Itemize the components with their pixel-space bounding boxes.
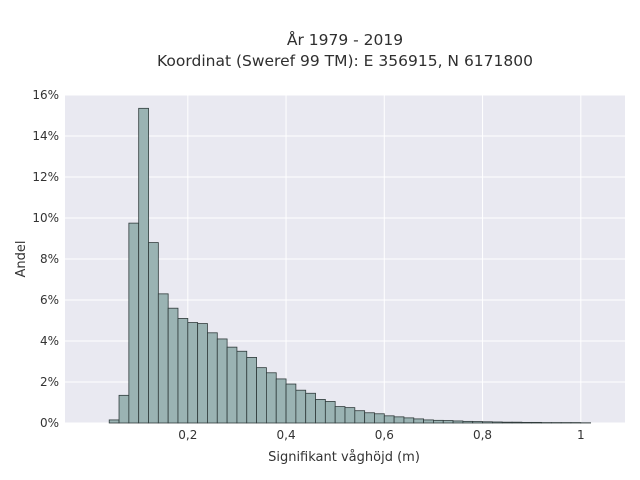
histogram-bar-29 [393, 416, 405, 424]
x-tick-label-3: 0,8 [473, 428, 492, 442]
chart-subtitle: Koordinat (Sweref 99 TM): E 356915, N 61… [157, 52, 533, 70]
histogram-bar-19 [295, 389, 307, 424]
histogram-bar-22 [324, 401, 336, 424]
y-axis-label: Andel [14, 241, 29, 278]
histogram-bar-36 [462, 420, 474, 424]
histogram-bar-21 [315, 399, 326, 424]
histogram-bar-31 [413, 418, 424, 424]
histogram-bar-3 [138, 107, 149, 424]
histogram-bar-17 [275, 378, 287, 424]
histogram-bar-9 [197, 323, 208, 424]
y-tick-label-0: 0% [40, 416, 59, 430]
histogram-bar-37 [472, 421, 483, 424]
histogram-bar-33 [433, 419, 444, 424]
histogram-bar-27 [374, 413, 385, 424]
y-tick-label-8: 16% [32, 88, 59, 102]
histogram-bar-39 [491, 421, 503, 424]
histogram-bar-18 [285, 383, 297, 424]
histogram-bar-24 [344, 407, 356, 424]
x-axis-ticks: 0,2 0,4 0,6 0,8 1 [178, 428, 584, 442]
histogram-bar-20 [305, 392, 316, 424]
histogram-bar-4 [148, 242, 159, 424]
histogram-bar-7 [177, 318, 189, 424]
histogram-bar-13 [236, 350, 248, 424]
y-tick-label-4: 8% [40, 252, 59, 266]
histogram-bar-35 [452, 420, 464, 424]
histogram-bar-34 [442, 420, 454, 424]
histogram-bar-41 [511, 421, 523, 424]
histogram-bar-42 [521, 421, 533, 424]
y-tick-label-1: 2% [40, 375, 59, 389]
y-tick-label-5: 10% [32, 211, 59, 225]
histogram-bar-38 [482, 421, 493, 424]
chart-title: År 1979 - 2019 [287, 30, 403, 49]
histogram-bar-43 [531, 421, 542, 424]
bars [108, 107, 592, 424]
histogram-bar-1 [118, 394, 130, 424]
y-axis-ticks: 0% 2% 4% 6% 8% 10% 12% 14% 16% [32, 88, 59, 430]
y-tick-label-7: 14% [32, 129, 59, 143]
histogram-bar-28 [383, 415, 395, 424]
histogram-bar-0 [108, 419, 120, 424]
histogram-bar-12 [226, 346, 238, 424]
histogram-bar-5 [157, 293, 169, 424]
histogram-bar-40 [501, 421, 513, 424]
y-tick-label-2: 4% [40, 334, 59, 348]
histogram-bar-32 [423, 419, 434, 424]
histogram-bar-14 [246, 356, 257, 424]
histogram-bar-30 [403, 417, 415, 424]
histogram-bar-16 [266, 372, 277, 424]
histogram-bar-26 [364, 412, 375, 424]
histogram-bar-11 [216, 338, 228, 424]
x-axis-label: Signifikant våghöjd (m) [268, 450, 420, 465]
x-tick-label-2: 0,6 [375, 428, 394, 442]
histogram-bar-15 [256, 367, 267, 424]
x-tick-label-4: 1 [577, 428, 585, 442]
histogram-bar-25 [354, 410, 366, 424]
histogram-bar-23 [334, 406, 346, 424]
histogram-bar-2 [128, 222, 140, 424]
y-tick-label-6: 12% [32, 170, 59, 184]
histogram-bar-6 [167, 307, 179, 424]
histogram-bar-8 [187, 322, 199, 424]
x-tick-label-1: 0,4 [277, 428, 296, 442]
y-tick-label-3: 6% [40, 293, 59, 307]
x-tick-label-0: 0,2 [178, 428, 197, 442]
histogram-bar-10 [207, 332, 218, 424]
